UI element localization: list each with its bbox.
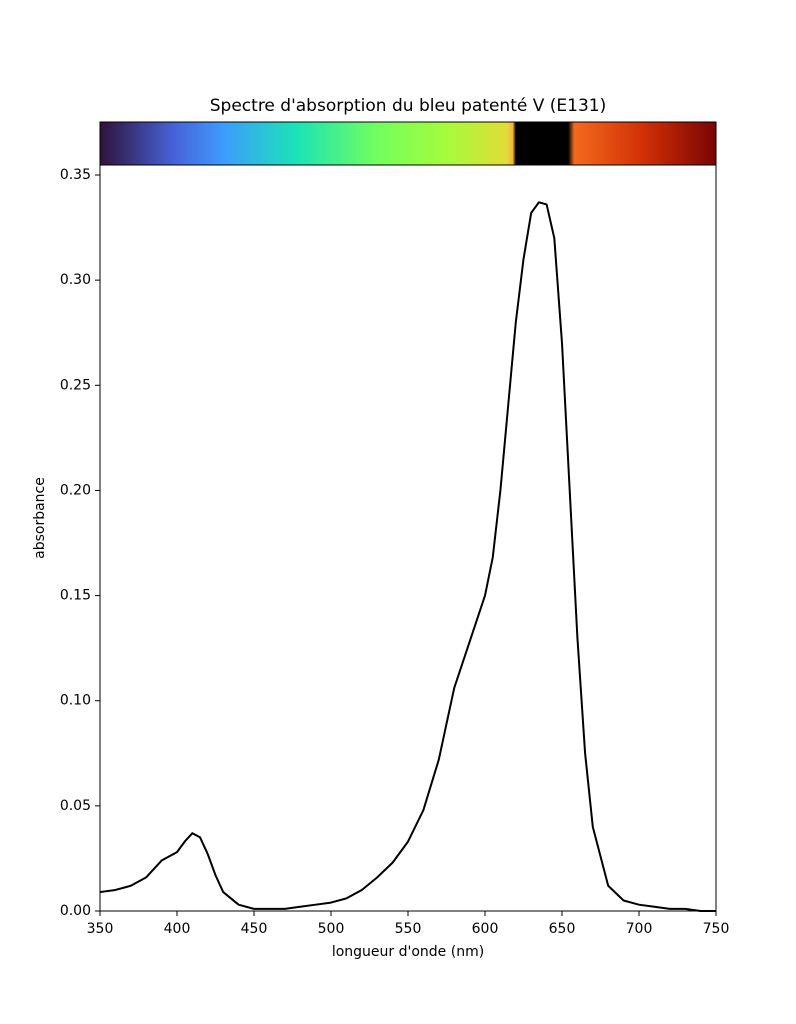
y-tick-label: 0.25	[60, 377, 91, 393]
y-tick-label: 0.15	[60, 588, 91, 604]
x-tick-label: 700	[626, 921, 653, 937]
x-tick-label: 550	[395, 921, 422, 937]
y-tick-label: 0.30	[60, 272, 91, 288]
y-axis-label: absorbance	[32, 477, 48, 559]
x-tick-label: 750	[703, 921, 730, 937]
x-tick-label: 650	[549, 921, 576, 937]
y-tick-label: 0.10	[60, 693, 91, 709]
x-tick-label: 450	[241, 921, 268, 937]
chart-title: Spectre d'absorption du bleu patenté V (…	[210, 96, 606, 116]
x-tick-label: 350	[87, 921, 114, 937]
x-tick-label: 600	[472, 921, 499, 937]
x-axis-label: longueur d'onde (nm)	[332, 944, 484, 960]
color-spectrum-strip	[100, 122, 716, 165]
y-tick-label: 0.00	[60, 903, 91, 919]
y-tick-label: 0.20	[60, 482, 91, 498]
chart: Spectre d'absorption du bleu patenté V (…	[0, 0, 796, 1024]
plot-frame	[100, 165, 716, 911]
y-tick-label: 0.35	[60, 167, 91, 183]
data-line	[100, 202, 716, 911]
x-tick-label: 500	[318, 921, 345, 937]
x-tick-label: 400	[164, 921, 191, 937]
y-tick-label: 0.05	[60, 798, 91, 814]
